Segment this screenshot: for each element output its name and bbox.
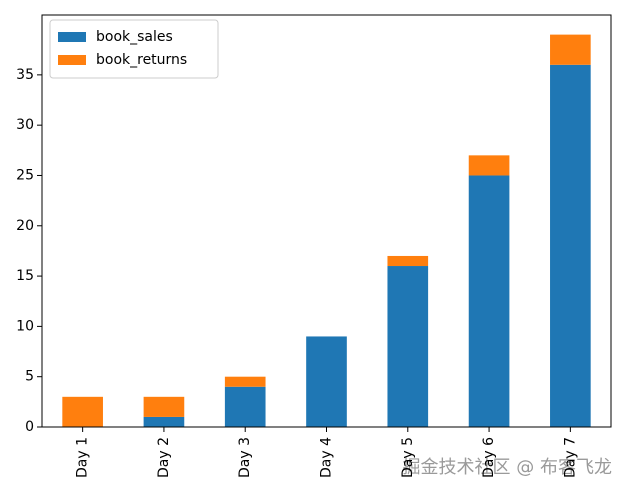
x-tick-label: Day 2 <box>156 437 172 478</box>
bar <box>143 416 185 427</box>
bar <box>468 155 510 176</box>
bar <box>306 336 347 427</box>
legend-label: book_returns <box>96 52 187 68</box>
y-tick-label: 35 <box>16 67 34 83</box>
legend-label: book_sales <box>96 29 173 45</box>
x-tick-label: Day 6 <box>481 437 497 478</box>
y-tick-label: 30 <box>16 117 34 133</box>
bar <box>224 386 266 427</box>
bar <box>224 376 266 387</box>
bar <box>550 64 591 428</box>
legend-swatch <box>58 55 86 65</box>
y-tick-label: 10 <box>16 318 34 334</box>
y-tick-label: 25 <box>16 167 34 183</box>
y-tick-label: 0 <box>25 419 34 435</box>
y-tick-label: 20 <box>16 218 34 234</box>
bar <box>387 255 429 267</box>
y-tick-label: 5 <box>25 369 34 385</box>
bar <box>387 266 429 427</box>
legend-box <box>49 19 219 79</box>
legend-swatch <box>58 32 86 42</box>
bar <box>550 34 591 65</box>
x-tick-label: Day 4 <box>319 437 335 478</box>
y-tick-label: 15 <box>16 268 34 284</box>
x-tick-label: Day 7 <box>562 437 578 478</box>
bar <box>62 396 103 427</box>
x-tick-label: Day 3 <box>237 437 253 478</box>
x-tick-label: Day 1 <box>75 437 91 478</box>
bar <box>468 175 510 427</box>
x-tick-label: Day 5 <box>400 437 416 478</box>
bar <box>143 396 185 417</box>
watermark: 掘金技术社区 @ 布客飞龙 <box>403 457 612 478</box>
plot-frame <box>41 14 612 428</box>
